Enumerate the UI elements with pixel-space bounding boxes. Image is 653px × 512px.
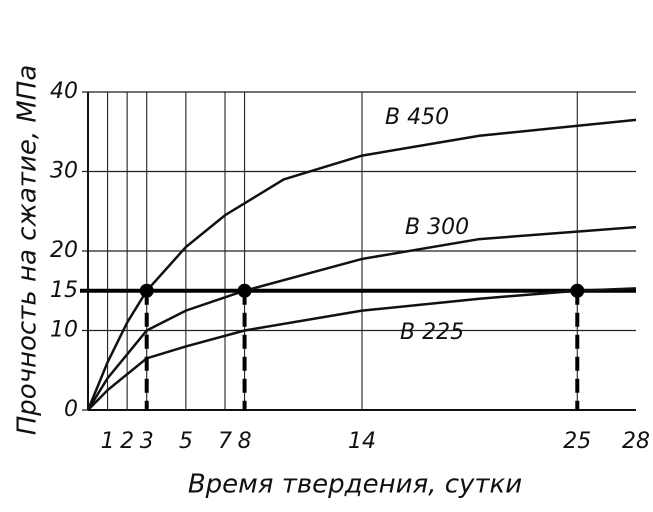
x-tick-label: 1 <box>101 429 115 454</box>
y-tick-label: 10 <box>50 318 78 343</box>
y-tick-label: 0 <box>64 397 78 422</box>
series-line <box>86 118 637 411</box>
point <box>570 283 585 298</box>
series-label: В 300 <box>405 215 469 240</box>
y-tick-label: 20 <box>50 238 78 263</box>
x-tick-label: 3 <box>140 429 154 454</box>
series-label: В 225 <box>400 320 464 345</box>
series-line <box>87 287 637 411</box>
point <box>139 283 154 298</box>
point <box>237 283 252 298</box>
x-tick-label: 25 <box>563 429 591 454</box>
y-tick-label: 30 <box>50 159 78 184</box>
x-tick-label: 7 <box>218 429 232 454</box>
y-axis-title: Прочность на сжатие, МПа <box>13 65 43 436</box>
x-tick-label: 28 <box>622 429 650 454</box>
x-tick-label: 14 <box>348 429 376 454</box>
y-tick-label: 15 <box>50 278 78 303</box>
series-line <box>86 225 637 411</box>
y-tick-label: 40 <box>50 79 78 104</box>
x-tick-label: 2 <box>120 429 134 454</box>
series-label: В 450 <box>385 105 449 130</box>
x-tick-label: 8 <box>238 429 252 454</box>
x-axis-title: Время твердения, сутки <box>188 470 522 500</box>
x-tick-label: 5 <box>179 429 193 454</box>
